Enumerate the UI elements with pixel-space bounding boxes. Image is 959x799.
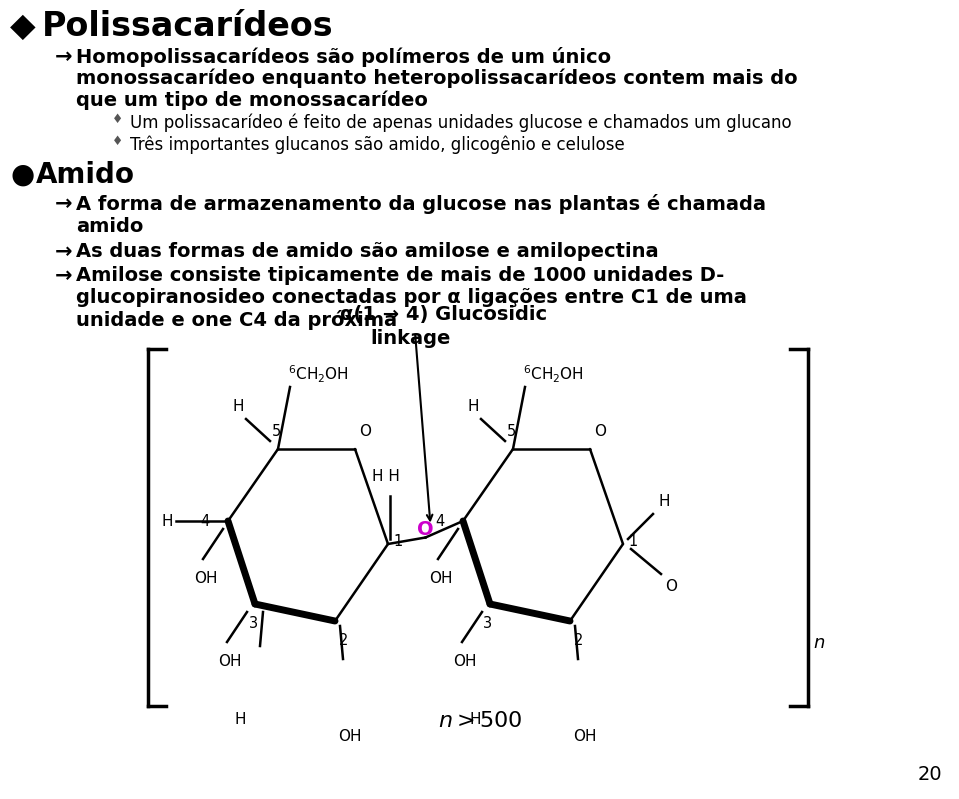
Text: Amilose consiste tipicamente de mais de 1000 unidades D-: Amilose consiste tipicamente de mais de … xyxy=(76,266,724,285)
Text: 5: 5 xyxy=(271,424,281,439)
Text: 3: 3 xyxy=(248,616,258,631)
Text: Amido: Amido xyxy=(36,161,135,189)
Text: unidade e one C4 da próxima: unidade e one C4 da próxima xyxy=(76,310,397,330)
Text: O: O xyxy=(665,579,677,594)
Text: H H: H H xyxy=(372,469,400,484)
Text: Três importantes glucanos são amido, glicogênio e celulose: Três importantes glucanos são amido, gli… xyxy=(130,135,624,153)
Text: OH: OH xyxy=(195,571,218,586)
Text: α(1 → 4) Glucosidic: α(1 → 4) Glucosidic xyxy=(340,305,548,324)
Text: monossacarídeo enquanto heteropolissacarídeos contem mais do: monossacarídeo enquanto heteropolissacar… xyxy=(76,69,798,89)
Text: amido: amido xyxy=(76,217,144,236)
Text: n: n xyxy=(813,634,825,652)
Text: O: O xyxy=(359,424,371,439)
Text: →: → xyxy=(55,266,73,286)
Text: $^6$CH$_2$OH: $^6$CH$_2$OH xyxy=(288,364,349,384)
Text: →: → xyxy=(55,194,73,214)
Text: H: H xyxy=(467,399,479,414)
Text: linkage: linkage xyxy=(370,329,451,348)
Text: OH: OH xyxy=(573,729,596,744)
Text: ♦: ♦ xyxy=(112,113,124,126)
Text: 5: 5 xyxy=(506,424,516,439)
Text: 4: 4 xyxy=(435,514,445,528)
Text: glucopiranosideo conectadas por α ligações entre C1 de uma: glucopiranosideo conectadas por α ligaçõ… xyxy=(76,288,747,307)
Text: H: H xyxy=(658,494,669,509)
Text: 1: 1 xyxy=(628,535,637,550)
Text: H: H xyxy=(469,712,480,727)
Text: As duas formas de amido são amilose e amilopectina: As duas formas de amido são amilose e am… xyxy=(76,242,659,261)
Text: $^6$CH$_2$OH: $^6$CH$_2$OH xyxy=(523,364,584,384)
Text: Homopolissacarídeos são polímeros de um único: Homopolissacarídeos são polímeros de um … xyxy=(76,47,611,67)
Text: OH: OH xyxy=(454,654,477,669)
Text: ●: ● xyxy=(10,161,35,189)
Text: 1: 1 xyxy=(393,535,402,550)
Text: que um tipo de monossacarídeo: que um tipo de monossacarídeo xyxy=(76,91,428,110)
Text: Um polissacarídeo é feito de apenas unidades glucose e chamados um glucano: Um polissacarídeo é feito de apenas unid… xyxy=(130,113,791,132)
Text: 2: 2 xyxy=(339,633,348,648)
Text: O: O xyxy=(417,520,433,539)
Text: OH: OH xyxy=(430,571,453,586)
Text: Polissacarídeos: Polissacarídeos xyxy=(42,10,334,43)
Text: ♦: ♦ xyxy=(112,135,124,148)
Text: 4: 4 xyxy=(200,514,210,528)
Text: →: → xyxy=(55,47,73,67)
Text: 2: 2 xyxy=(574,633,583,648)
Text: OH: OH xyxy=(339,729,362,744)
Text: O: O xyxy=(594,424,606,439)
Text: H: H xyxy=(161,514,173,528)
Text: ◆: ◆ xyxy=(10,10,35,43)
Text: H: H xyxy=(234,712,246,727)
Text: $n > 500$: $n > 500$ xyxy=(437,711,523,731)
Text: OH: OH xyxy=(219,654,242,669)
Text: 3: 3 xyxy=(483,616,493,631)
Text: →: → xyxy=(55,242,73,262)
Text: H: H xyxy=(232,399,244,414)
Text: 20: 20 xyxy=(918,765,942,784)
Text: A forma de armazenamento da glucose nas plantas é chamada: A forma de armazenamento da glucose nas … xyxy=(76,194,766,214)
